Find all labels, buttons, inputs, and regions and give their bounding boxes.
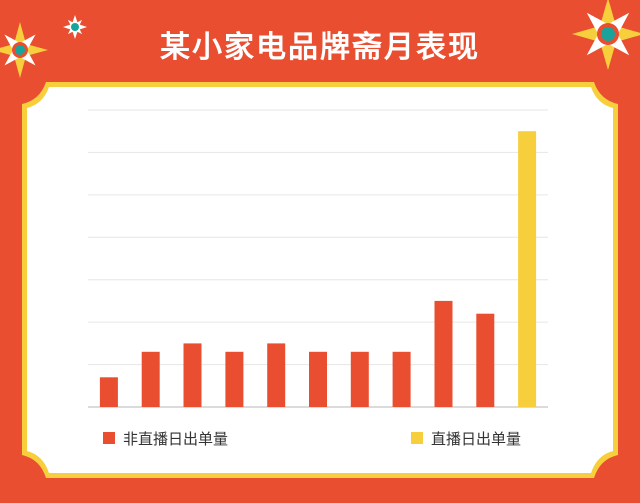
chart-title: 某小家电品牌斋月表现 [160, 30, 480, 65]
bar-non-live [309, 351, 327, 407]
small-star-ornament-icon [63, 15, 87, 39]
legend-swatch-non-live [103, 432, 115, 444]
star-ornament-left-icon [0, 22, 48, 78]
star-ornament-right-icon [572, 0, 640, 70]
bar-non-live [99, 377, 118, 407]
bar-non-live [476, 313, 495, 407]
bars [99, 131, 537, 407]
bar-non-live [141, 351, 160, 407]
bar-non-live [350, 351, 369, 407]
legend-label-live: 直播日出单量 [431, 430, 521, 448]
bar-live [518, 131, 537, 407]
bar-non-live [434, 300, 453, 407]
legend-label-non-live: 非直播日出单量 [123, 430, 228, 448]
bar-non-live [392, 351, 411, 407]
bar-non-live [183, 343, 202, 407]
legend: 非直播日出单量 直播日出单量 [103, 430, 521, 448]
legend-swatch-live [411, 432, 423, 444]
bar-non-live [267, 343, 286, 407]
bar-non-live [225, 351, 244, 407]
grid-lines [88, 109, 548, 408]
